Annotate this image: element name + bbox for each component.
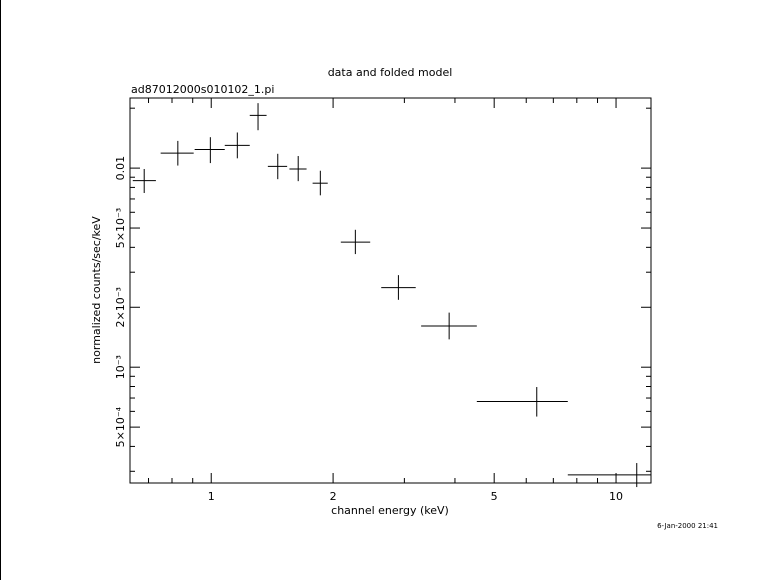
chart-title: data and folded model xyxy=(328,66,453,79)
y-axis-label: normalized counts/sec/keV xyxy=(90,216,103,364)
x-axis-ticks: 1 2 5 10 xyxy=(148,98,623,503)
data-point xyxy=(476,387,568,417)
data-point xyxy=(194,137,225,164)
x-axis-label: channel energy (keV) xyxy=(331,504,449,517)
data-point xyxy=(567,463,651,488)
chart-subtitle: ad87012000s010102_1.pi xyxy=(131,83,274,96)
x-tick-label: 1 xyxy=(208,490,215,503)
x-tick-label: 2 xyxy=(330,490,337,503)
data-point xyxy=(132,168,156,193)
y-axis-ticks: 0.01 5×10⁻³ 2×10⁻³ 10⁻³ 5×10⁻⁴ xyxy=(114,107,651,472)
data-point xyxy=(224,132,250,159)
data-point xyxy=(160,140,194,166)
timestamp: 6-Jan-2000 21:41 xyxy=(657,522,718,530)
data-point xyxy=(340,229,371,255)
data-point xyxy=(421,312,477,340)
y-tick-label: 10⁻³ xyxy=(114,355,127,379)
x-tick-label: 5 xyxy=(491,490,498,503)
y-tick-label: 0.01 xyxy=(114,156,127,181)
data-point xyxy=(267,153,288,180)
y-tick-label: 5×10⁻⁴ xyxy=(114,406,127,447)
data-point xyxy=(289,156,307,182)
data-point xyxy=(381,275,416,300)
y-tick-label: 2×10⁻³ xyxy=(114,287,127,327)
x-tick-label: 10 xyxy=(609,490,623,503)
plot-frame xyxy=(129,97,652,484)
data-point xyxy=(312,170,328,196)
data-points xyxy=(132,103,651,488)
data-point xyxy=(249,103,267,131)
window-left-edge xyxy=(0,0,1,580)
y-tick-label: 5×10⁻³ xyxy=(114,208,127,248)
